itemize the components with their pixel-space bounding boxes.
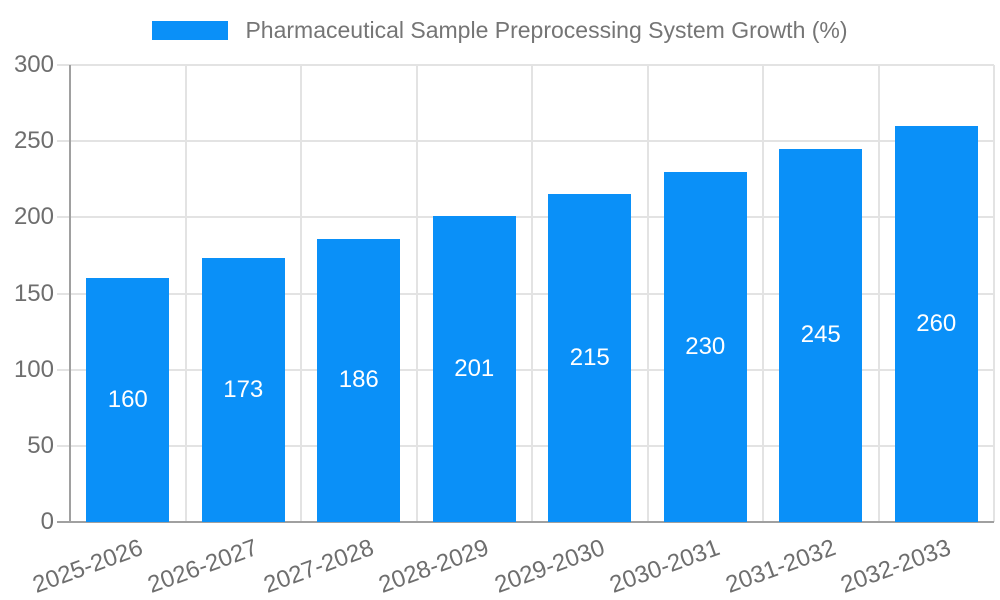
y-tick-mark xyxy=(57,292,70,295)
x-axis-label: 2032-2033 xyxy=(837,534,955,599)
x-gridline xyxy=(993,65,995,522)
x-axis-label: 2026-2027 xyxy=(144,534,262,599)
x-gridline xyxy=(300,65,302,522)
bar[interactable]: 186 xyxy=(317,238,401,522)
x-axis-label: 2028-2029 xyxy=(375,534,493,599)
bar[interactable]: 230 xyxy=(663,171,747,522)
bar-value-label: 201 xyxy=(454,354,495,382)
y-tick-mark xyxy=(57,140,70,143)
y-axis-label: 250 xyxy=(13,127,54,155)
y-axis-label: 300 xyxy=(13,51,54,78)
bar[interactable]: 215 xyxy=(548,194,632,522)
x-gridline xyxy=(646,65,649,522)
bar-value-label: 215 xyxy=(569,344,610,372)
x-gridline xyxy=(184,65,187,522)
x-gridline xyxy=(877,65,880,522)
y-tick-mark xyxy=(57,216,70,219)
y-tick-mark xyxy=(57,368,70,371)
bar-value-label: 260 xyxy=(916,309,957,337)
x-gridline xyxy=(415,65,418,522)
legend-color-swatch xyxy=(152,20,229,40)
x-axis-label: 2030-2031 xyxy=(606,534,724,599)
y-axis-label: 150 xyxy=(13,279,54,307)
x-axis-label: 2029-2030 xyxy=(491,534,609,599)
bar[interactable]: 173 xyxy=(201,258,285,522)
bar-value-label: 245 xyxy=(800,321,841,349)
y-axis-line xyxy=(69,65,71,522)
bar[interactable]: 160 xyxy=(86,278,170,522)
y-tick-mark xyxy=(57,64,70,66)
x-axis-label: 2031-2032 xyxy=(722,534,840,599)
legend-series-label: Pharmaceutical Sample Preprocessing Syst… xyxy=(245,17,848,43)
x-axis-line xyxy=(57,521,994,523)
x-axis-label: 2027-2028 xyxy=(260,534,378,599)
x-axis-label: 2025-2026 xyxy=(29,534,147,599)
bar-value-label: 173 xyxy=(223,376,264,404)
chart-legend[interactable]: Pharmaceutical Sample Preprocessing Syst… xyxy=(0,17,1000,43)
bar[interactable]: 245 xyxy=(779,148,863,522)
bar[interactable]: 260 xyxy=(894,125,978,522)
y-axis-label: 0 xyxy=(40,508,54,535)
bar[interactable]: 201 xyxy=(432,215,516,522)
bar-value-label: 186 xyxy=(338,366,379,394)
y-axis-label: 200 xyxy=(13,203,54,231)
y-tick-mark xyxy=(57,444,70,447)
x-gridline xyxy=(762,65,764,522)
bar-value-label: 230 xyxy=(685,332,726,360)
bar-value-label: 160 xyxy=(107,386,148,414)
y-axis-label: 50 xyxy=(27,431,54,459)
x-gridline xyxy=(531,65,533,522)
y-axis-label: 100 xyxy=(13,355,54,383)
